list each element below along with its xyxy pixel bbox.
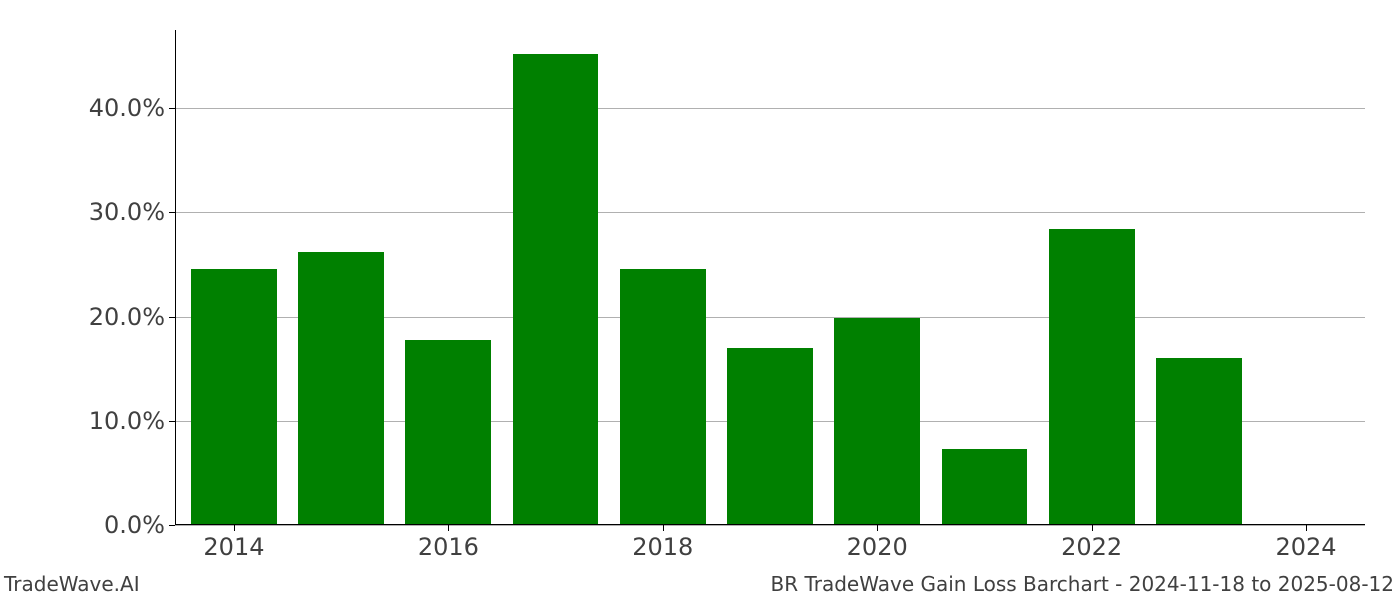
bar	[834, 318, 920, 525]
y-tick-label: 30.0%	[89, 198, 175, 226]
chart-container: 0.0% 10.0% 20.0% 30.0% 40.0% 2014 2016 2018 2020…	[0, 0, 1400, 600]
y-tick-label: 0.0%	[104, 511, 175, 539]
footer-left-text: TradeWave.AI	[4, 572, 140, 596]
bar	[1156, 358, 1242, 525]
gridline	[175, 212, 1365, 213]
x-tick-label: 2016	[418, 525, 479, 561]
x-tick-label: 2024	[1275, 525, 1336, 561]
x-tick-label: 2014	[203, 525, 264, 561]
y-tick-label: 40.0%	[89, 94, 175, 122]
bar	[298, 252, 384, 525]
x-tick-label: 2022	[1061, 525, 1122, 561]
x-tick-label: 2018	[632, 525, 693, 561]
gridline	[175, 108, 1365, 109]
gridline	[175, 525, 1365, 526]
bar	[727, 348, 813, 525]
bar	[191, 269, 277, 525]
y-tick-label: 10.0%	[89, 407, 175, 435]
bar	[942, 449, 1028, 525]
bar	[620, 269, 706, 525]
x-tick-label: 2020	[847, 525, 908, 561]
x-axis-line	[175, 524, 1365, 525]
bar	[513, 54, 599, 525]
bar	[1049, 229, 1135, 525]
y-axis-line	[175, 30, 176, 525]
y-tick-label: 20.0%	[89, 303, 175, 331]
footer-right-text: BR TradeWave Gain Loss Barchart - 2024-1…	[771, 572, 1395, 596]
bar	[405, 340, 491, 525]
plot-area: 0.0%10.0%20.0%30.0%40.0%2014201620182020…	[175, 30, 1365, 525]
